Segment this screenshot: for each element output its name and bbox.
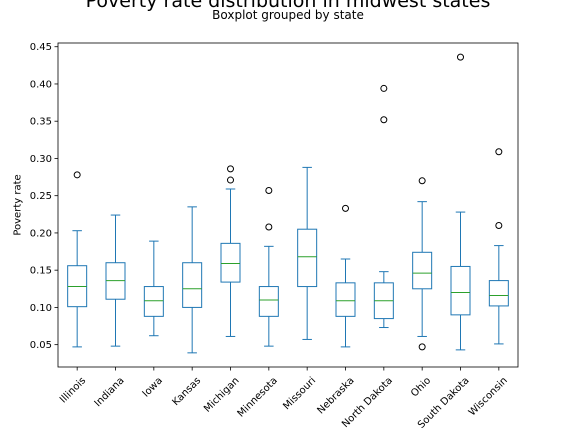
box-ohio — [412, 251, 433, 290]
y-tick-label: 0.30 — [30, 154, 52, 165]
y-tick-label: 0.10 — [30, 303, 52, 314]
x-tick-label: Kansas — [170, 375, 203, 408]
outlier-point — [73, 171, 81, 179]
outlier-point — [265, 223, 273, 231]
outlier-point — [265, 186, 273, 194]
box-minnesota — [258, 286, 279, 317]
x-tick-label: Nebraska — [315, 375, 356, 416]
x-tick-label: Missouri — [281, 375, 318, 412]
outlier-point — [495, 148, 503, 156]
outlier-point — [418, 343, 426, 351]
outlier-point — [457, 53, 464, 61]
x-tick-label: Michigan — [202, 375, 241, 414]
box-south-dakota — [450, 265, 471, 316]
y-tick-label: 0.35 — [30, 117, 52, 128]
outlier-point — [380, 84, 388, 92]
box-nebraska — [335, 282, 356, 317]
box-iowa — [143, 286, 164, 317]
y-tick-label: 0.25 — [30, 191, 52, 202]
y-tick-label: 0.05 — [30, 340, 52, 351]
box-kansas — [182, 262, 203, 308]
box-michigan — [220, 242, 241, 283]
outlier-point — [418, 177, 426, 185]
plot-area: 0.05 0.10 0.15 0.20 0.25 0.30 0.35 0.40 0.45 Illi… — [30, 42, 519, 431]
x-tick-label: Minnesota — [236, 375, 280, 419]
plot-frame — [57, 42, 519, 368]
outlier-point — [227, 165, 234, 173]
outlier-point — [380, 116, 388, 124]
chart-title: Poverty rate distribution in midwest sta… — [86, 0, 491, 12]
x-tick-label: Wisconsin — [467, 375, 510, 418]
box-missouri — [297, 228, 318, 288]
y-tick-label: 0.40 — [30, 79, 52, 90]
outlier-point — [342, 204, 349, 212]
outlier-point — [495, 221, 503, 229]
x-tick-label: Ohio — [409, 375, 433, 399]
y-tick-label: 0.45 — [30, 42, 52, 53]
y-tick-label: 0.20 — [30, 228, 52, 239]
box-wisconsin — [488, 280, 509, 307]
x-tick-label: Illinois — [58, 375, 88, 405]
y-tick-label: 0.15 — [30, 266, 52, 277]
y-axis-label: Poverty rate — [13, 174, 24, 235]
x-tick-label: Indiana — [93, 375, 127, 409]
x-tick-label: Iowa — [141, 375, 165, 399]
chart-subtitle: Boxplot grouped by state — [212, 8, 364, 22]
outlier-point — [227, 176, 234, 184]
